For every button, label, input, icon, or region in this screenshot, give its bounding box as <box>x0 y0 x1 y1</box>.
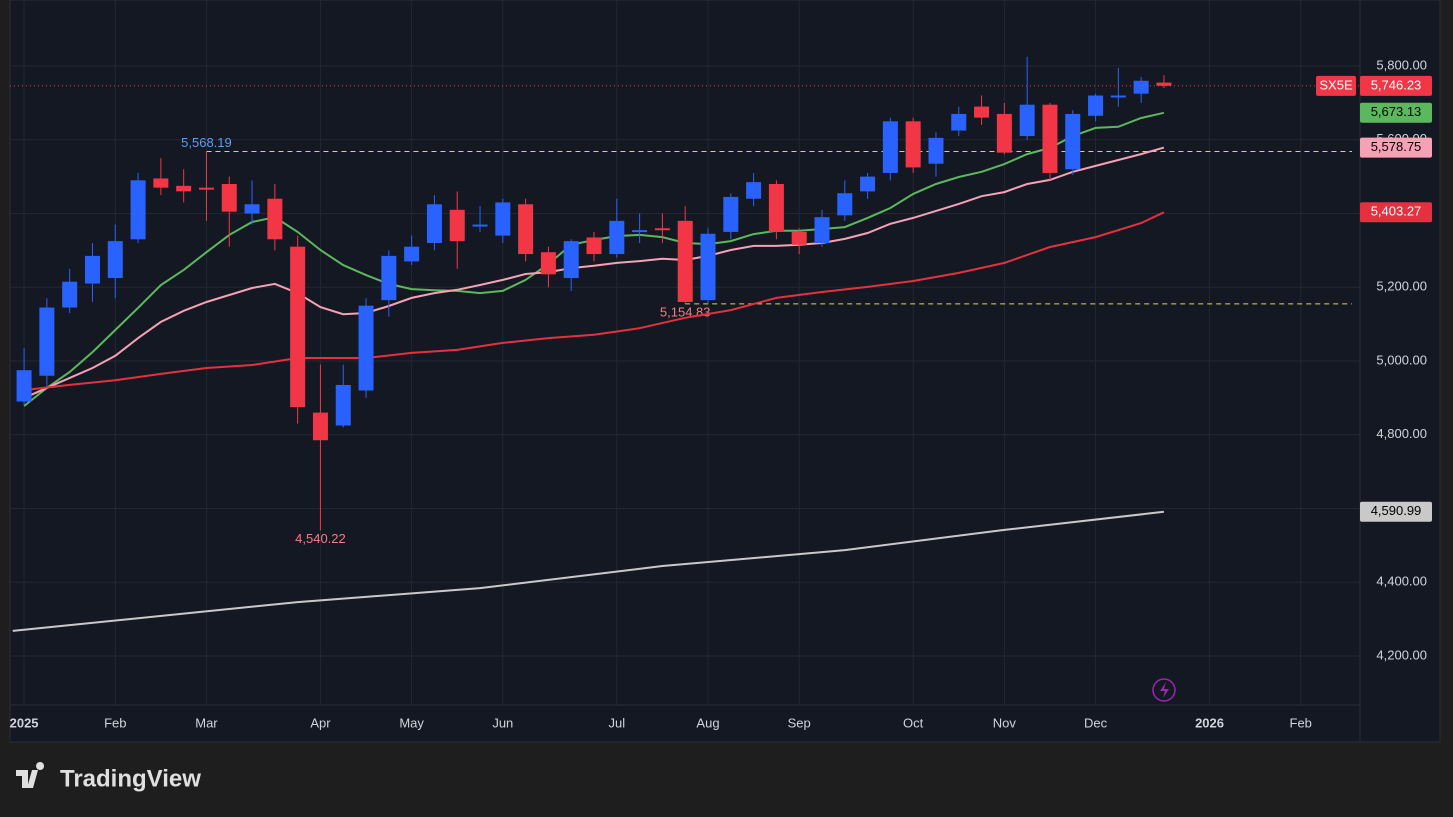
candle-body <box>472 224 488 227</box>
candle-body <box>198 187 214 190</box>
x-tick-label: 2025 <box>10 715 39 730</box>
x-tick-label: Jul <box>608 715 625 730</box>
candle-body <box>951 113 967 131</box>
candle-body <box>84 255 100 284</box>
candle-body <box>860 176 876 192</box>
candle-body <box>837 193 853 216</box>
candle-body <box>1133 80 1149 94</box>
candle-body <box>62 281 78 308</box>
candle-body <box>381 255 397 301</box>
x-tick-label: Mar <box>195 715 218 730</box>
x-tick-label: May <box>399 715 424 730</box>
candle-body <box>39 307 55 376</box>
candle-body <box>1156 82 1172 86</box>
candle-body <box>449 209 465 242</box>
candle-body <box>312 412 328 441</box>
candle-body <box>290 246 306 408</box>
candle-body <box>244 204 260 214</box>
ma-tag-label: 5,403.27 <box>1371 204 1422 219</box>
ma-tag <box>1360 137 1432 158</box>
candle-body <box>404 246 420 262</box>
candle-body <box>677 220 693 302</box>
candle-body <box>882 121 898 173</box>
candle-body <box>563 241 579 279</box>
x-tick-label: Nov <box>993 715 1017 730</box>
ma-tag <box>1360 202 1432 223</box>
candle-body <box>746 182 762 199</box>
candle-body <box>905 121 921 168</box>
candle-body <box>814 217 830 243</box>
symbol-tag-label: SX5E <box>1319 77 1353 92</box>
candle-body <box>176 185 192 192</box>
moving-average-line <box>12 510 1165 632</box>
candle-body <box>540 252 556 275</box>
x-tick-label: Oct <box>903 715 924 730</box>
price-tag-label: 5,746.23 <box>1371 77 1422 92</box>
moving-average-line <box>23 211 1165 392</box>
y-tick-label: 5,800.00 <box>1376 57 1427 72</box>
ma-tag-label: 4,590.99 <box>1371 503 1422 518</box>
candle-body <box>518 204 534 255</box>
candle-body <box>1110 95 1126 98</box>
x-tick-label: Dec <box>1084 715 1108 730</box>
candle-body <box>335 384 351 426</box>
event-icon[interactable] <box>1152 678 1176 702</box>
candle-body <box>130 180 146 240</box>
y-tick-label: 5,200.00 <box>1376 279 1427 294</box>
candle-body <box>426 204 442 243</box>
ma-tag <box>1360 102 1432 123</box>
candle-body <box>700 233 716 301</box>
candle-body <box>221 183 237 212</box>
candle-body <box>723 196 739 232</box>
ma-tag <box>1360 501 1432 522</box>
brand: TradingView <box>60 765 201 792</box>
candle-body <box>928 137 944 164</box>
price-tag <box>1360 75 1432 96</box>
candle-body <box>1019 104 1035 137</box>
price-annotation: 4,540.22 <box>295 531 346 546</box>
candle-body <box>632 230 648 233</box>
candle-body <box>153 178 169 188</box>
y-tick-label: 4,800.00 <box>1376 426 1427 441</box>
candle-body <box>1065 113 1081 170</box>
candle-body <box>358 305 374 391</box>
ma-tag-label: 5,673.13 <box>1371 104 1422 119</box>
candle-body <box>16 370 32 402</box>
candle-body <box>495 202 511 236</box>
candle-body <box>1042 104 1058 173</box>
candle-body <box>107 241 123 279</box>
candle-body <box>791 231 807 245</box>
candle-body <box>768 183 784 232</box>
y-tick-label: 5,000.00 <box>1376 352 1427 367</box>
logo: TradingView <box>16 762 201 792</box>
price-annotation: 5,568.19 <box>181 135 232 150</box>
x-tick-label: Feb <box>104 715 126 730</box>
candle-body <box>1088 95 1104 116</box>
logo-mark <box>16 762 45 788</box>
x-tick-label: 2026 <box>1195 715 1224 730</box>
y-tick-label: 4,200.00 <box>1376 647 1427 662</box>
candle-body <box>654 228 670 231</box>
chart-pane <box>9 0 1441 743</box>
candle-body <box>974 106 990 118</box>
candle-body <box>586 237 602 255</box>
candle-body <box>609 220 625 255</box>
x-tick-label: Apr <box>310 715 331 730</box>
symbol-tag <box>1316 75 1356 96</box>
moving-average-line <box>23 146 1165 399</box>
x-tick-label: Aug <box>696 715 719 730</box>
event-icon-bolt <box>1160 682 1169 698</box>
y-tick-label: 4,400.00 <box>1376 574 1427 589</box>
candle-body <box>996 113 1012 153</box>
x-tick-label: Jun <box>492 715 513 730</box>
x-tick-label: Sep <box>788 715 811 730</box>
x-tick-label: Feb <box>1290 715 1312 730</box>
candle-body <box>267 198 283 240</box>
ma-tag-label: 5,578.75 <box>1371 139 1422 154</box>
